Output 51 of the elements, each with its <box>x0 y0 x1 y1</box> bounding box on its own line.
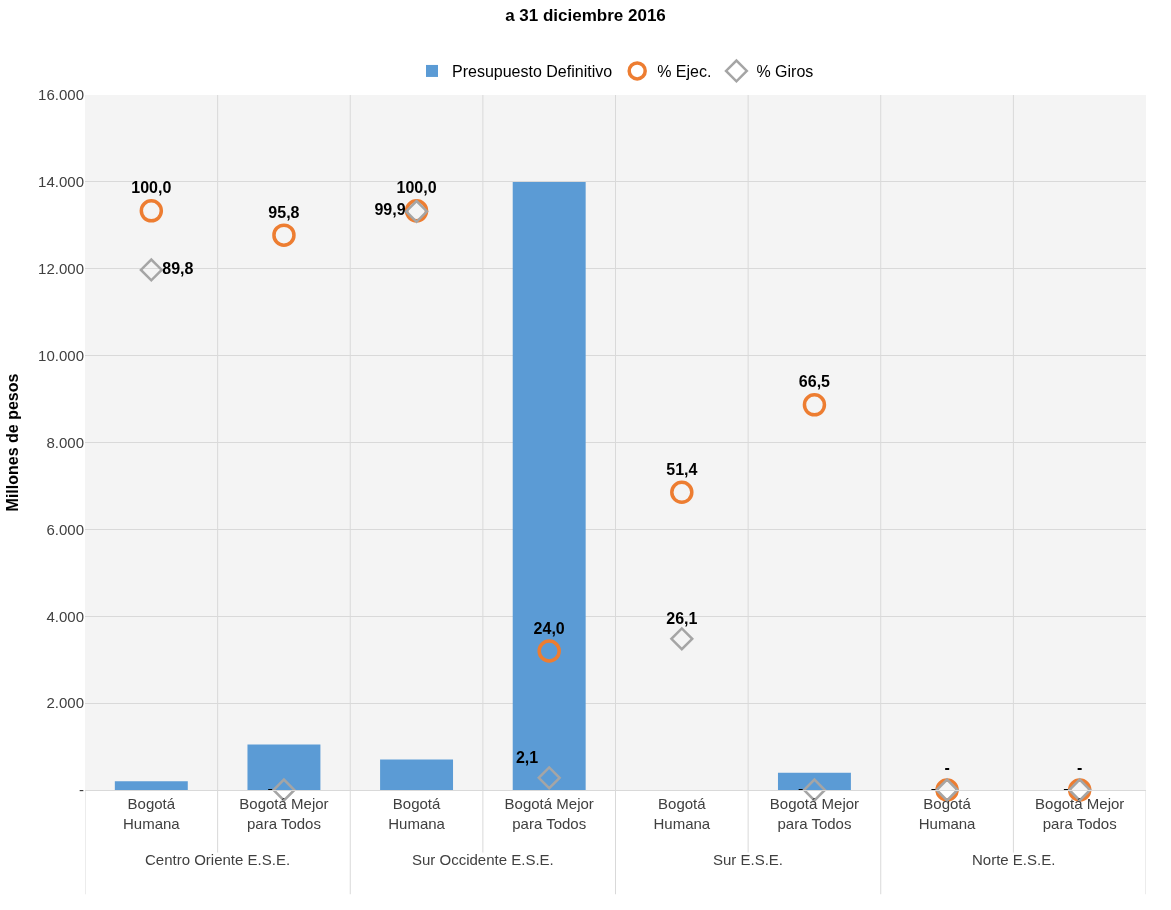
y-tick-label: 6.000 <box>46 520 84 538</box>
data-label: 89,8 <box>162 259 194 277</box>
category-label: Bogotá Mejor para Todos <box>239 795 329 832</box>
category-label: Centro Oriente E.S.E. <box>145 851 291 868</box>
category-label: Bogotá Mejor para Todos <box>1035 795 1125 832</box>
data-label: 100,0 <box>131 179 172 197</box>
y-tick-label: 12.000 <box>38 260 84 277</box>
point <box>272 223 296 247</box>
point <box>537 766 561 790</box>
category-label: Bogotá Humana <box>388 795 445 832</box>
bar <box>512 181 586 790</box>
category-label: Bogotá Humana <box>122 795 180 832</box>
point <box>139 258 163 282</box>
category-label: Bogotá Mejor para Todos <box>769 795 860 832</box>
bar <box>247 744 321 790</box>
legend-label: Presupuesto Definitivo <box>452 63 613 81</box>
data-label: - <box>1077 758 1083 776</box>
point <box>802 393 827 417</box>
category-label: Bogotá Humana <box>653 795 711 832</box>
data-label: 2,1 <box>515 748 539 766</box>
bar <box>380 759 454 790</box>
y-tick-label: 16.000 <box>38 86 84 104</box>
category-label: Bogotá Mejor para Todos <box>504 795 594 832</box>
data-label: - <box>944 758 950 776</box>
bar <box>114 781 188 790</box>
data-label: 51,4 <box>666 460 698 478</box>
legend-label: % Ejec. <box>657 63 712 81</box>
y-tick-label: - <box>79 781 84 799</box>
bar <box>777 772 851 790</box>
y-axis-title: Millones de pesos <box>4 373 22 512</box>
category-label: Norte E.S.E. <box>972 851 1056 868</box>
point <box>670 627 694 651</box>
legend-label: % Giros <box>756 63 814 81</box>
point <box>670 480 694 505</box>
y-tick-label: 10.000 <box>38 346 84 364</box>
data-label: 95,8 <box>268 203 300 221</box>
point <box>139 199 164 223</box>
data-label: 66,5 <box>798 373 831 391</box>
y-tick-label: 4.000 <box>46 607 84 625</box>
category-label: Bogotá Humana <box>918 795 976 832</box>
data-label: 24,0 <box>533 619 565 637</box>
category-label: Sur Occidente E.S.E. <box>412 851 554 868</box>
y-tick-label: 14.000 <box>38 173 84 191</box>
data-label: 99,9 <box>374 201 406 219</box>
y-tick-label: 8.000 <box>46 433 84 451</box>
data-label: 100,0 <box>396 179 437 197</box>
point <box>537 639 561 663</box>
category-label: Sur E.S.E. <box>713 851 784 868</box>
chart-title: a 31 diciembre 2016 <box>505 6 666 25</box>
y-tick-label: 2.000 <box>46 694 84 712</box>
data-label: 26,1 <box>666 609 698 627</box>
